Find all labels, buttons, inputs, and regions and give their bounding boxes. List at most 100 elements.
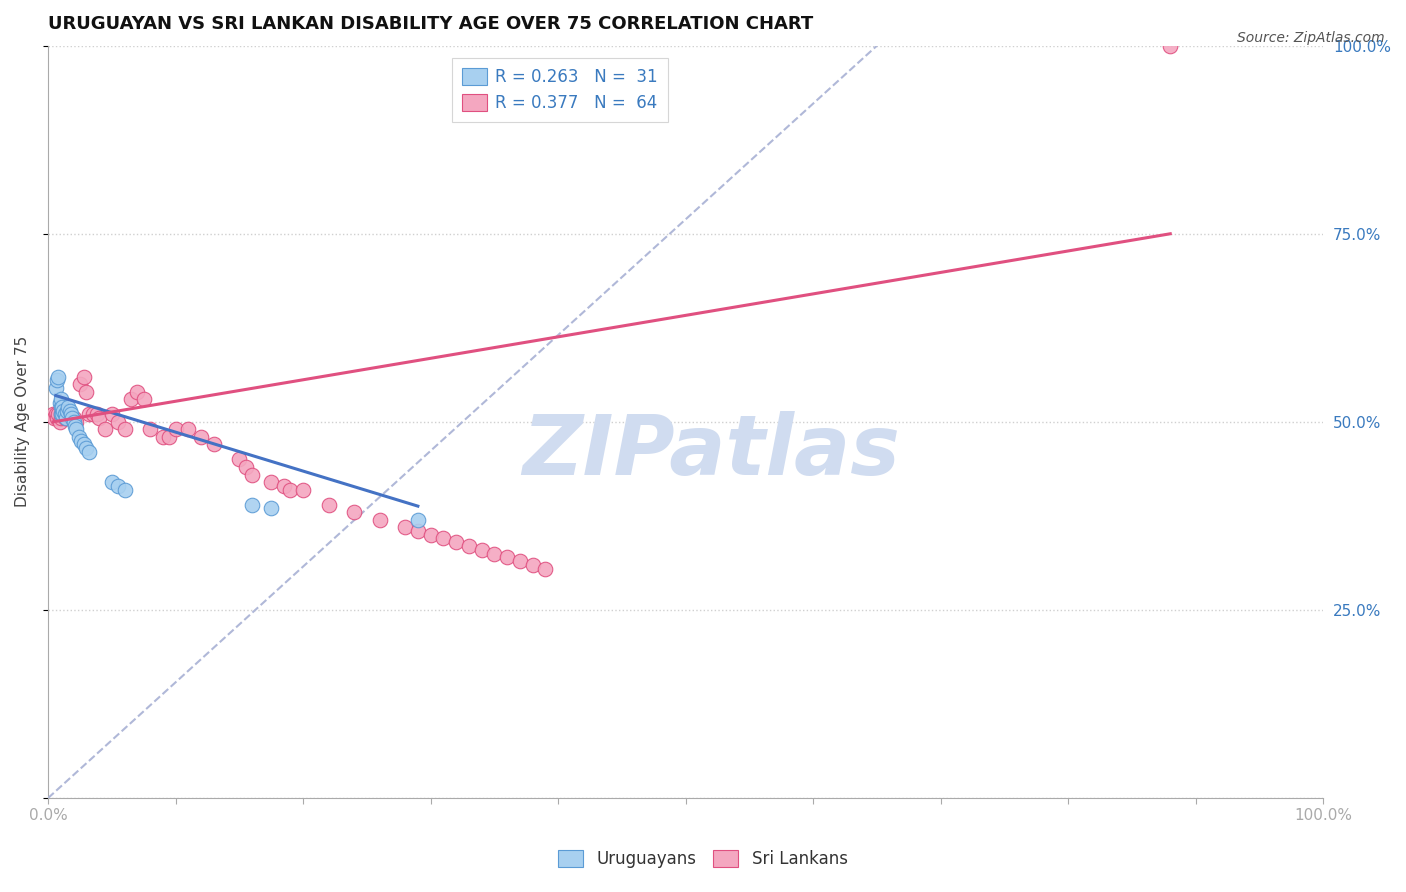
Point xyxy=(46,369,69,384)
Point xyxy=(75,384,97,399)
Point xyxy=(48,396,70,410)
Point xyxy=(94,422,117,436)
Legend: R = 0.263   N =  31, R = 0.377   N =  64: R = 0.263 N = 31, R = 0.377 N = 64 xyxy=(451,58,668,122)
Point xyxy=(139,422,162,436)
Point xyxy=(260,475,283,489)
Point xyxy=(228,452,250,467)
Point xyxy=(48,415,70,429)
Point xyxy=(280,483,302,497)
Point xyxy=(419,527,441,541)
Point xyxy=(457,539,479,553)
Y-axis label: Disability Age Over 75: Disability Age Over 75 xyxy=(15,336,30,508)
Point xyxy=(46,374,69,388)
Point xyxy=(77,445,100,459)
Point xyxy=(75,441,97,455)
Point xyxy=(65,422,87,436)
Point xyxy=(509,554,531,568)
Point xyxy=(406,524,429,538)
Point xyxy=(406,513,429,527)
Point xyxy=(62,415,84,429)
Point xyxy=(52,408,75,422)
Point xyxy=(343,505,366,519)
Point xyxy=(55,411,77,425)
Point xyxy=(152,430,174,444)
Point xyxy=(107,479,129,493)
Point xyxy=(432,532,454,546)
Point xyxy=(49,400,72,414)
Point xyxy=(58,408,80,422)
Point xyxy=(82,408,104,422)
Point xyxy=(292,483,315,497)
Point xyxy=(46,408,69,422)
Point xyxy=(235,460,257,475)
Point xyxy=(46,411,69,425)
Point xyxy=(114,483,136,497)
Point xyxy=(63,415,86,429)
Point xyxy=(73,437,96,451)
Point xyxy=(132,392,155,407)
Point xyxy=(42,408,65,422)
Point xyxy=(177,422,200,436)
Point xyxy=(444,535,467,549)
Point xyxy=(87,411,110,425)
Point xyxy=(496,550,519,565)
Point xyxy=(49,392,72,407)
Point xyxy=(59,403,82,417)
Point xyxy=(1159,38,1181,53)
Text: ZIPatlas: ZIPatlas xyxy=(522,411,900,492)
Point xyxy=(101,475,124,489)
Point xyxy=(394,520,416,534)
Point xyxy=(484,547,506,561)
Point xyxy=(60,411,83,425)
Text: Source: ZipAtlas.com: Source: ZipAtlas.com xyxy=(1237,31,1385,45)
Point xyxy=(77,408,100,422)
Text: URUGUAYAN VS SRI LANKAN DISABILITY AGE OVER 75 CORRELATION CHART: URUGUAYAN VS SRI LANKAN DISABILITY AGE O… xyxy=(48,15,813,33)
Point xyxy=(240,498,263,512)
Point xyxy=(260,501,283,516)
Point xyxy=(202,437,225,451)
Legend: Uruguayans, Sri Lankans: Uruguayans, Sri Lankans xyxy=(551,843,855,875)
Point xyxy=(60,411,83,425)
Point xyxy=(49,408,72,422)
Point xyxy=(522,558,544,572)
Point xyxy=(157,430,180,444)
Point xyxy=(114,422,136,436)
Point xyxy=(51,400,73,414)
Point xyxy=(45,408,67,422)
Point xyxy=(56,403,79,417)
Point xyxy=(318,498,340,512)
Point xyxy=(273,479,295,493)
Point xyxy=(534,561,557,575)
Point xyxy=(67,430,90,444)
Point xyxy=(86,408,108,422)
Point xyxy=(101,408,124,422)
Point xyxy=(60,408,83,422)
Point xyxy=(165,422,187,436)
Point xyxy=(52,403,75,417)
Point xyxy=(45,381,67,395)
Point xyxy=(120,392,142,407)
Point xyxy=(62,411,84,425)
Point xyxy=(51,408,73,422)
Point xyxy=(53,408,76,422)
Point xyxy=(190,430,212,444)
Point xyxy=(127,384,149,399)
Point xyxy=(56,408,79,422)
Point xyxy=(240,467,263,482)
Point xyxy=(65,415,87,429)
Point xyxy=(44,411,66,425)
Point xyxy=(73,369,96,384)
Point xyxy=(49,408,72,422)
Point xyxy=(58,400,80,414)
Point xyxy=(368,513,391,527)
Point xyxy=(471,542,494,557)
Point xyxy=(53,411,76,425)
Point xyxy=(63,418,86,433)
Point xyxy=(60,411,83,425)
Point xyxy=(70,434,93,448)
Point xyxy=(59,411,82,425)
Point xyxy=(107,415,129,429)
Point xyxy=(55,411,77,425)
Point xyxy=(51,408,73,422)
Point xyxy=(49,411,72,425)
